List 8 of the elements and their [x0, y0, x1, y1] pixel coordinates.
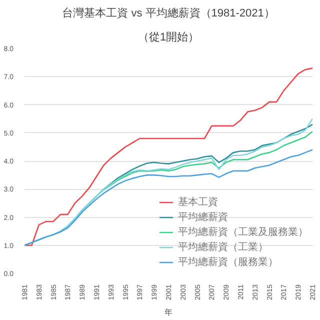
- legend-label: 平均總薪資（服務業）: [178, 256, 278, 269]
- legend-label: 平均總薪資: [178, 210, 228, 224]
- x-axis-title: 年: [164, 308, 172, 318]
- chart-title: 台灣基本工資 vs 平均總薪資（1981-2021）: [62, 6, 275, 20]
- legend-label: 基本工資: [178, 196, 218, 209]
- legend-label: 平均總薪資（工業及服務業）: [178, 226, 308, 239]
- chart-subtitle: （從1開始）: [138, 32, 200, 44]
- legend-label: 平均總薪資（工業）: [178, 240, 268, 254]
